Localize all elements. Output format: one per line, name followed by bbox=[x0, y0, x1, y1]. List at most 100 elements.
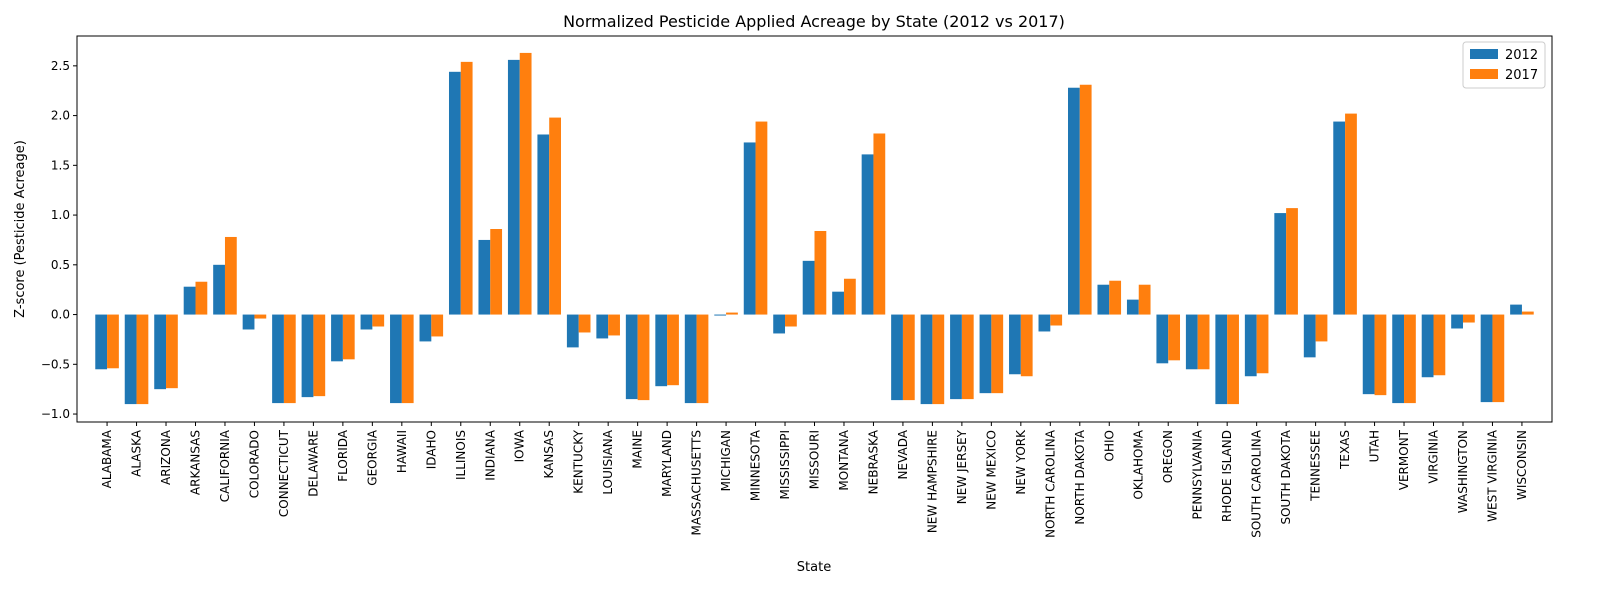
x-tick-label: HAWAII bbox=[395, 430, 409, 473]
y-tick-label: −0.5 bbox=[41, 357, 70, 371]
x-tick-label: VERMONT bbox=[1397, 429, 1411, 490]
bar-2017-colorado bbox=[254, 314, 267, 319]
x-tick-label: NORTH DAKOTA bbox=[1073, 429, 1087, 524]
bar-2017-vermont bbox=[1404, 314, 1416, 404]
bar-2012-new-jersey bbox=[950, 314, 962, 400]
bar-2017-nevada bbox=[902, 314, 915, 401]
bar-2017-utah bbox=[1374, 314, 1387, 396]
x-tick-label: RHODE ISLAND bbox=[1220, 430, 1234, 522]
x-axis-label: State bbox=[797, 560, 831, 575]
bar-2017-maine bbox=[637, 314, 650, 401]
chart-title: Normalized Pesticide Applied Acreage by … bbox=[563, 12, 1065, 31]
bar-2017-georgia bbox=[372, 314, 385, 327]
bar-2017-kansas bbox=[549, 117, 561, 315]
y-tick-label: 1.0 bbox=[51, 208, 70, 222]
bar-2012-massachusetts bbox=[684, 314, 697, 404]
plot-frame bbox=[76, 35, 1553, 423]
bar-2012-michigan bbox=[714, 314, 727, 316]
bar-2017-illinois bbox=[460, 61, 473, 315]
bar-2012-delaware bbox=[301, 314, 314, 398]
bar-2012-new-york bbox=[1009, 314, 1021, 375]
bar-2012-south-carolina bbox=[1244, 314, 1257, 377]
bar-2017-montana bbox=[843, 278, 856, 315]
x-tick-label: ARIZONA bbox=[159, 429, 173, 485]
x-tick-label: KENTUCKY bbox=[572, 429, 586, 493]
bar-2017-pennsylvania bbox=[1197, 314, 1210, 370]
x-tick-label: GEORGIA bbox=[365, 429, 379, 486]
bar-2017-washington bbox=[1462, 314, 1475, 323]
bar-2017-connecticut bbox=[283, 314, 296, 404]
bar-2017-texas bbox=[1345, 113, 1357, 315]
bar-2017-oregon bbox=[1168, 314, 1181, 361]
bar-2017-louisiana bbox=[608, 314, 620, 336]
bar-2012-kansas bbox=[537, 134, 550, 315]
bars-layer bbox=[95, 52, 1534, 405]
bar-2012-rhode-island bbox=[1215, 314, 1228, 405]
legend-swatch-2012 bbox=[1470, 49, 1498, 59]
bar-2017-new-york bbox=[1020, 314, 1033, 377]
bar-2012-kentucky bbox=[566, 314, 579, 348]
bar-2017-idaho bbox=[431, 314, 444, 337]
y-tick-label: 0.5 bbox=[51, 258, 70, 272]
y-tick-label: 2.5 bbox=[51, 59, 70, 73]
bar-2017-new-mexico bbox=[991, 314, 1004, 394]
x-tick-label: MICHIGAN bbox=[719, 430, 733, 491]
bar-2012-california bbox=[213, 264, 225, 315]
x-tick-label: MAINE bbox=[631, 430, 645, 469]
bar-2012-texas bbox=[1333, 121, 1346, 315]
x-tick-label: OHIO bbox=[1102, 430, 1116, 461]
bar-2012-indiana bbox=[478, 239, 491, 315]
bar-2012-mississippi bbox=[773, 314, 786, 334]
bar-2017-rhode-island bbox=[1227, 314, 1239, 405]
bar-2017-north-carolina bbox=[1050, 314, 1063, 326]
bar-2012-maine bbox=[625, 314, 638, 400]
x-tick-label: IDAHO bbox=[424, 430, 438, 469]
x-tick-label: ALASKA bbox=[130, 429, 144, 477]
bar-2012-wisconsin bbox=[1510, 304, 1522, 315]
bar-2012-north-dakota bbox=[1068, 87, 1080, 315]
x-tick-label: ILLINOIS bbox=[454, 430, 468, 480]
x-tick-label: MASSACHUSETTS bbox=[690, 430, 704, 535]
bar-2017-south-dakota bbox=[1286, 208, 1298, 315]
bar-2017-south-carolina bbox=[1256, 314, 1269, 374]
bar-2017-kentucky bbox=[578, 314, 591, 333]
x-tick-label: ARKANSAS bbox=[189, 430, 203, 495]
x-tick-label: WASHINGTON bbox=[1456, 430, 1470, 513]
x-tick-label: CALIFORNIA bbox=[218, 429, 232, 502]
bar-2012-connecticut bbox=[272, 314, 284, 404]
bar-2017-wisconsin bbox=[1521, 311, 1534, 315]
bar-2012-nebraska bbox=[861, 154, 874, 315]
bar-2012-vermont bbox=[1392, 314, 1405, 404]
x-tick-label: OKLAHOMA bbox=[1132, 429, 1146, 499]
bar-2012-alabama bbox=[95, 314, 108, 370]
x-tick-label: IOWA bbox=[513, 429, 527, 462]
bar-2012-new-hampshire bbox=[920, 314, 933, 405]
x-tick-label: NEW HAMPSHIRE bbox=[925, 430, 939, 533]
x-tick-label: MISSOURI bbox=[808, 430, 822, 489]
legend-swatch-2017 bbox=[1470, 69, 1498, 79]
bar-2012-north-carolina bbox=[1038, 314, 1051, 332]
bar-2012-illinois bbox=[448, 71, 461, 315]
bar-2012-montana bbox=[832, 291, 844, 315]
bar-2017-delaware bbox=[313, 314, 326, 397]
bar-2017-minnesota bbox=[755, 121, 768, 315]
legend: 2012 2017 bbox=[1462, 41, 1546, 89]
x-tick-label: INDIANA bbox=[483, 429, 497, 480]
bar-2012-colorado bbox=[242, 314, 255, 330]
bar-2012-missouri bbox=[802, 260, 815, 315]
x-tick-label: SOUTH DAKOTA bbox=[1279, 429, 1293, 524]
x-tick-label: CONNECTICUT bbox=[277, 429, 291, 517]
x-tick-label: LOUISIANA bbox=[601, 429, 615, 494]
bar-2017-new-hampshire bbox=[932, 314, 945, 405]
x-tick-label: WISCONSIN bbox=[1515, 430, 1529, 500]
bar-2012-alaska bbox=[124, 314, 137, 405]
bar-2012-utah bbox=[1362, 314, 1375, 395]
bar-2017-new-jersey bbox=[961, 314, 974, 400]
bar-2017-alabama bbox=[107, 314, 119, 369]
bar-2012-arkansas bbox=[183, 286, 196, 315]
x-tick-label: NEVADA bbox=[896, 429, 910, 479]
bar-2017-oklahoma bbox=[1138, 284, 1151, 315]
bar-2012-georgia bbox=[360, 314, 373, 330]
